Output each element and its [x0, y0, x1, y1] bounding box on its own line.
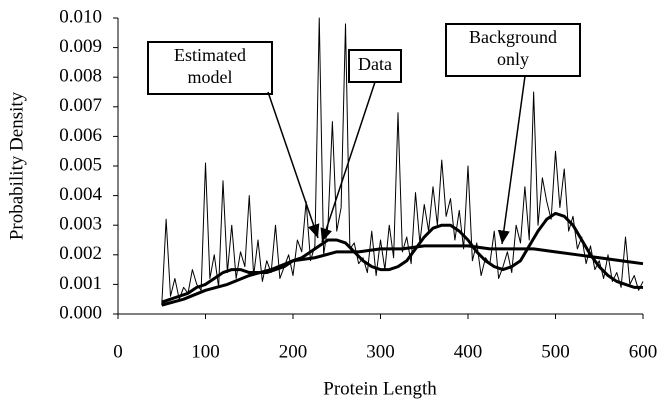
y-tick-label: 0.008: [59, 66, 102, 87]
annotation-text: Background: [469, 27, 557, 47]
y-tick-label: 0.001: [59, 273, 102, 294]
y-tick-label: 0.006: [59, 125, 102, 146]
y-tick-label: 0.007: [59, 95, 102, 116]
y-tick-label: 0.004: [59, 184, 102, 205]
annotation-arrow: [267, 91, 320, 239]
y-tick-label: 0.005: [59, 154, 102, 175]
annotation-text: Estimated: [174, 45, 246, 65]
annotation-text: only: [497, 49, 529, 69]
annotation-box: [147, 41, 273, 95]
y-tick-label: 0.009: [59, 36, 102, 57]
annotation-arrow: [497, 75, 526, 245]
x-tick-label: 400: [454, 341, 483, 362]
annotation: Data: [320, 49, 402, 243]
annotation-text: model: [188, 67, 233, 87]
y-tick-label: 0.000: [59, 302, 102, 323]
y-tick-label: 0.003: [59, 214, 102, 235]
x-tick-label: 100: [191, 341, 220, 362]
annotation-text: Data: [358, 54, 392, 74]
series-line: [161, 244, 644, 307]
annotation-box: [445, 23, 581, 77]
annotation-arrow: [320, 81, 376, 243]
x-tick-label: 300: [366, 341, 395, 362]
annotation-box: [348, 49, 402, 83]
x-tick-label: 500: [541, 341, 570, 362]
x-tick-label: 0: [113, 341, 123, 362]
y-tick-label: 0.010: [59, 6, 102, 27]
x-tick-label: 600: [629, 341, 658, 362]
series-line: [161, 211, 643, 304]
series-line: [161, 17, 644, 306]
x-axis-label: Protein Length: [323, 378, 437, 399]
y-axis-label: Probability Density: [6, 91, 27, 240]
y-tick-label: 0.002: [59, 243, 102, 264]
x-tick-label: 200: [279, 341, 308, 362]
